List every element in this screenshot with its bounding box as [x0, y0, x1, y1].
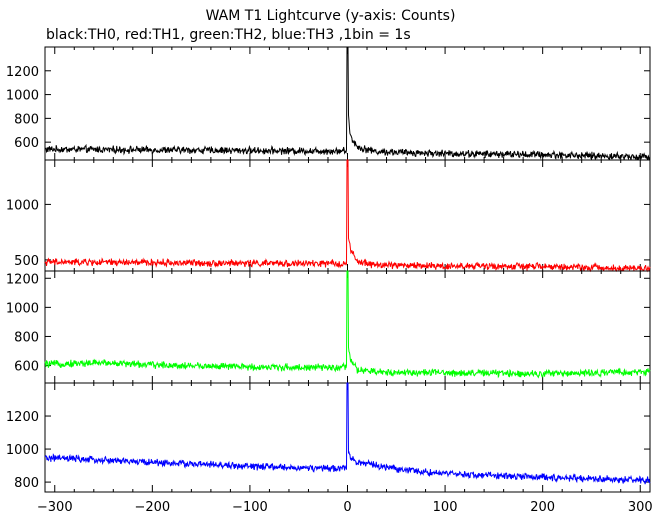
series-th1	[44, 159, 651, 273]
panel-frame	[44, 159, 651, 272]
x-axis: −300 −200 −100 0 100 200 300	[37, 500, 653, 515]
y-tick-label: 1200	[6, 65, 39, 80]
y-tick-label: 600	[14, 360, 39, 375]
y-tick-label: 800	[14, 330, 39, 345]
y-tick-label: 1200	[6, 272, 39, 287]
panel-th0: 600 800 1000 1200	[6, 46, 651, 161]
x-tick-label: 0	[343, 500, 351, 515]
y-tick-label: 800	[14, 112, 39, 127]
y-tick-label: 800	[14, 476, 39, 491]
panel-th3: 800 1000 1200	[6, 382, 651, 493]
panel-frame	[44, 270, 651, 384]
x-tick-label: −300	[37, 500, 73, 515]
panel-frame	[44, 382, 651, 493]
chart-subtitle: black:TH0, red:TH1, green:TH2, blue:TH3 …	[46, 27, 411, 43]
x-tick-label: 300	[628, 500, 653, 515]
panel-th1: 500 1000	[6, 159, 651, 273]
series-th3	[44, 382, 651, 485]
series-th0	[44, 46, 651, 161]
panel-th2: 600 800 1000 1200	[6, 270, 651, 384]
series-th2	[44, 270, 651, 379]
panels-group: 600 800 1000 1200 500 1000 600 800 1000 1200 800 10…	[6, 46, 651, 493]
y-tick-label: 1200	[6, 410, 39, 425]
x-tick-label: −200	[134, 500, 170, 515]
chart-title: WAM T1 Lightcurve (y-axis: Counts)	[205, 8, 456, 24]
y-tick-label: 1000	[6, 198, 39, 213]
y-tick-label: 600	[14, 136, 39, 151]
y-tick-label: 1000	[6, 89, 39, 104]
y-tick-label: 500	[14, 254, 39, 269]
y-tick-label: 1000	[6, 443, 39, 458]
panel-frame	[44, 46, 651, 161]
x-tick-label: 200	[530, 500, 555, 515]
x-tick-label: −100	[232, 500, 268, 515]
x-tick-label: 100	[433, 500, 458, 515]
y-tick-label: 1000	[6, 301, 39, 316]
